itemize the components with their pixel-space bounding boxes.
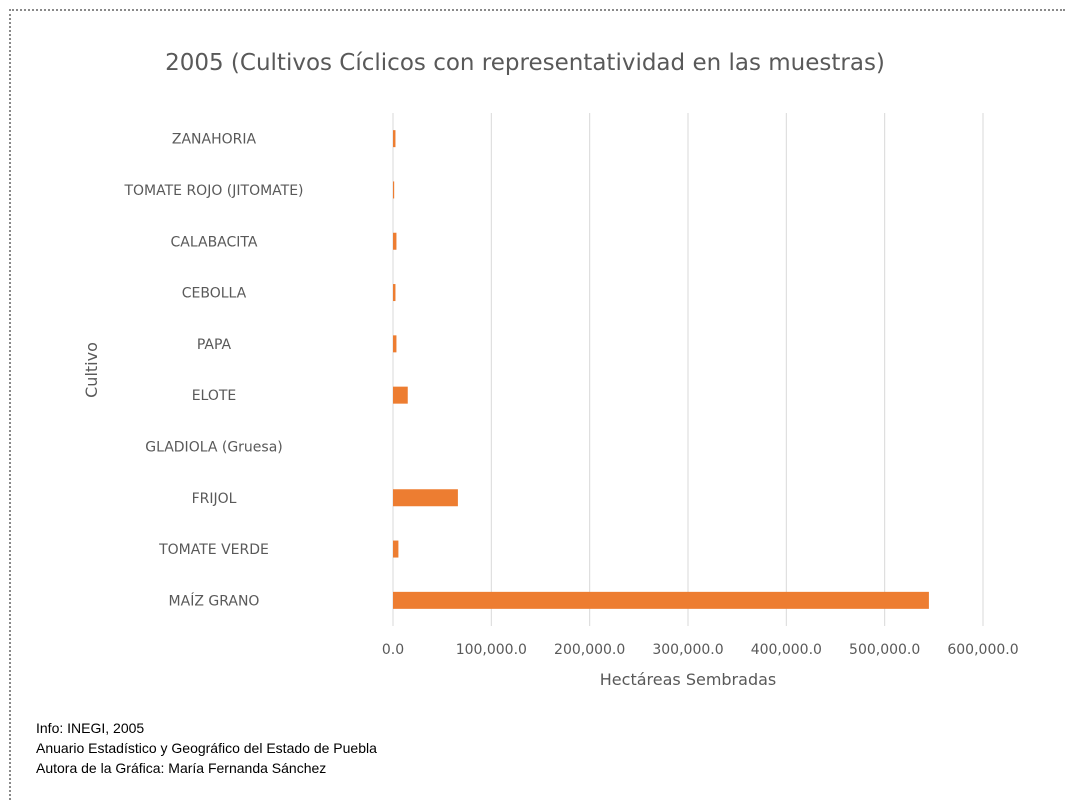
y-tick-label: FRIJOL <box>192 491 237 507</box>
bar <box>393 181 395 199</box>
x-tick-labels: 0.0 100,000.0 200,000.0 300,000.0 400,000.0 5… <box>382 642 1019 658</box>
x-tick-label: 200,000.0 <box>554 642 625 658</box>
x-tick-label: 400,000.0 <box>751 642 822 658</box>
y-tick-label: GLADIOLA (Gruesa) <box>145 439 283 455</box>
y-tick-label: MAÍZ GRANO <box>169 592 260 609</box>
bar <box>393 232 397 250</box>
author-note: Autora de la Gráfica: María Fernanda Sán… <box>36 760 327 776</box>
chart-frame-border <box>9 9 1065 800</box>
bar <box>393 335 397 353</box>
y-tick-label: CEBOLLA <box>182 286 247 302</box>
bar <box>393 489 458 507</box>
y-tick-label: CALABACITA <box>171 234 258 250</box>
x-tick-label: 300,000.0 <box>652 642 723 658</box>
y-tick-label: ELOTE <box>192 388 237 404</box>
bar <box>393 386 408 404</box>
x-tick-label: 100,000.0 <box>456 642 527 658</box>
bars <box>393 130 929 609</box>
bar <box>393 284 396 302</box>
bar <box>393 591 929 609</box>
x-tick-label: 500,000.0 <box>849 642 920 658</box>
x-axis-title: Hectáreas Sembradas <box>600 670 776 689</box>
y-tick-label: TOMATE ROJO (JITOMATE) <box>123 183 303 199</box>
x-tick-label: 600,000.0 <box>947 642 1018 658</box>
y-tick-label: PAPA <box>197 337 232 353</box>
bar-chart: 2005 (Cultivos Cíclicos con representati… <box>82 50 1019 689</box>
publication-note: Anuario Estadístico y Geográfico del Est… <box>36 740 377 756</box>
y-tick-label: TOMATE VERDE <box>158 542 269 558</box>
gridlines <box>392 113 984 626</box>
y-tick-label: ZANAHORIA <box>172 132 257 148</box>
x-tick-label: 0.0 <box>382 642 404 658</box>
y-tick-labels: ZANAHORIA TOMATE ROJO (JITOMATE) CALABACIT… <box>123 132 303 610</box>
source-note: Info: INEGI, 2005 <box>36 720 145 736</box>
bar <box>393 130 396 148</box>
chart-title: 2005 (Cultivos Cíclicos con representati… <box>165 50 885 76</box>
bar <box>393 540 399 558</box>
y-axis-title: Cultivo <box>82 342 101 398</box>
